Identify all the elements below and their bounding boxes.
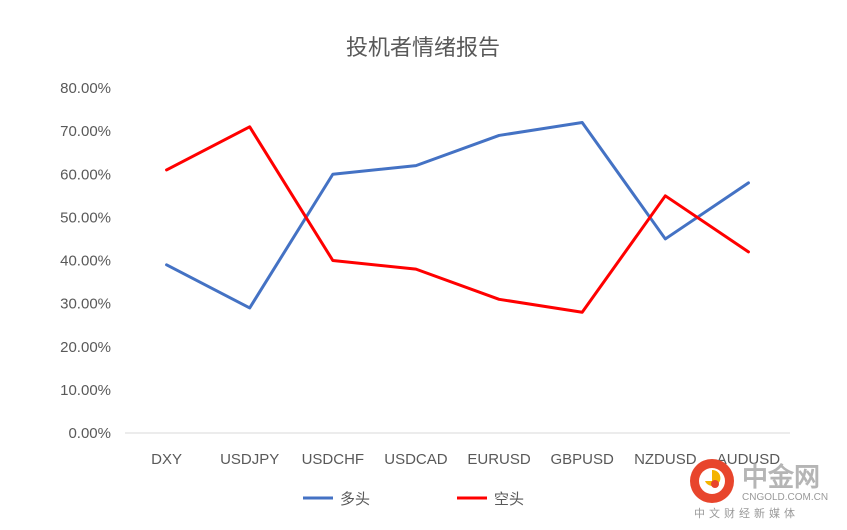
x-tick-label: USDCAD — [384, 451, 448, 468]
y-tick-label: 10.00% — [60, 382, 111, 399]
legend: 多头 空头 — [303, 490, 524, 508]
watermark-logo-icon — [690, 459, 734, 503]
x-tick-label: AUDUSD — [717, 451, 781, 468]
x-tick-label: USDCHF — [302, 451, 365, 468]
watermark-name: 中金网 — [742, 462, 820, 493]
x-tick-label: GBPUSD — [551, 451, 615, 468]
x-tick-label: DXY — [151, 451, 182, 468]
y-tick-label: 60.00% — [60, 166, 111, 183]
series-line-0 — [165, 121, 750, 310]
watermark: 中金网 CNGOLD.COM.CN 中文财经新媒体 — [690, 459, 828, 520]
legend-label-short: 空头 — [494, 490, 524, 508]
chart-title: 投机者情绪报告 — [346, 36, 500, 61]
y-tick-label: 40.00% — [60, 253, 111, 270]
y-tick-label: 70.00% — [60, 123, 111, 140]
x-tick-label: EURUSD — [467, 451, 531, 468]
y-tick-label: 30.00% — [60, 296, 111, 313]
legend-label-long: 多头 — [340, 490, 370, 508]
y-tick-label: 20.00% — [60, 339, 111, 356]
y-tick-label: 50.00% — [60, 209, 111, 226]
y-tick-label: 80.00% — [60, 80, 111, 97]
x-axis: DXY USDJPY USDCHF USDCAD EURUSD GBPUSD NZDUSD A… — [151, 451, 780, 468]
series-layer — [165, 121, 750, 314]
y-tick-label: 0.00% — [68, 425, 111, 442]
watermark-domain: CNGOLD.COM.CN — [742, 492, 828, 503]
watermark-tagline: 中文财经新媒体 — [694, 506, 799, 520]
y-axis: 0.00% 10.00% 20.00% 30.00% 40.00% 50.00% 60.00… — [60, 80, 111, 442]
series-line-1 — [165, 125, 750, 314]
x-tick-label: USDJPY — [220, 451, 279, 468]
x-tick-label: NZDUSD — [634, 451, 697, 468]
